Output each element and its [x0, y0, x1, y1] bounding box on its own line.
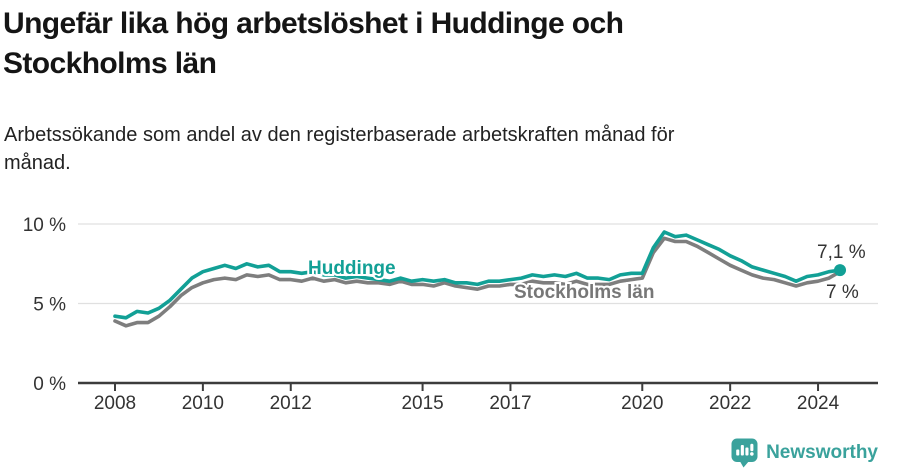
page-title: Ungefär lika hög arbetslöshet i Huddinge… — [3, 7, 624, 80]
x-tick-label: 2022 — [709, 393, 751, 414]
end-value-label-huddinge: 7,1 % — [817, 242, 866, 263]
axis-layer: 0 % 5 % 10 % 2008 2010 2012 2015 2017 2020 2022 20… — [23, 215, 878, 414]
series-end-dot-huddinge — [834, 264, 847, 277]
x-tick-label: 2017 — [489, 393, 531, 414]
logo-bar-tall — [740, 445, 744, 456]
series-label-huddinge: Huddinge — [308, 258, 396, 279]
series-label-stockholms-lan: Stockholms län — [514, 282, 654, 303]
newsworthy-logo-icon — [731, 438, 758, 468]
series-layer — [113, 230, 847, 328]
series-line-huddinge — [113, 230, 842, 320]
y-tick-label: 5 % — [33, 295, 66, 316]
x-tick-label: 2012 — [270, 393, 312, 414]
logo-exclamation-dot — [750, 452, 754, 456]
logo-bar-medium — [745, 447, 749, 456]
x-tick-label: 2024 — [797, 393, 840, 414]
grid-layer — [78, 223, 878, 305]
chart-subtitle: Arbetssökande som andel av den registerb… — [4, 124, 675, 174]
series-line-stockholms-l-n — [113, 236, 842, 328]
x-tick-label: 2010 — [182, 393, 224, 414]
logo-bar-short — [736, 449, 740, 456]
x-tick-label: 2015 — [401, 393, 443, 414]
logo-exclamation-stem — [750, 443, 754, 452]
y-tick-label: 0 % — [33, 374, 66, 395]
y-tick-label: 10 % — [23, 215, 66, 236]
end-value-label-stockholm: 7 % — [826, 282, 859, 303]
brand-wordmark: Newsworthy — [766, 442, 878, 463]
x-tick-label: 2020 — [621, 393, 663, 414]
header: Ungefär lika hög arbetslöshet i Huddinge… — [3, 4, 823, 84]
x-tick-label: 2008 — [94, 393, 136, 414]
newsworthy-branding: Newsworthy — [731, 438, 878, 468]
